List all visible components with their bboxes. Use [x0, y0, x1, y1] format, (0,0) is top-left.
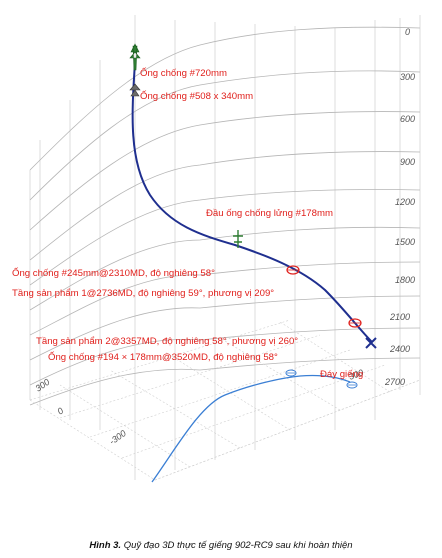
- label-casing-720: Ống chống #720mm: [140, 67, 227, 79]
- label-casing-245: Ống chống #245mm@2310MD, độ nghiêng 58°: [12, 267, 215, 279]
- depth-tick: 2400: [389, 344, 410, 354]
- depth-tick: 2100: [389, 312, 410, 322]
- caption-label: Hình 3.: [89, 540, 122, 551]
- label-liner-hanger: Đầu ống chống lửng #178mm: [206, 208, 333, 219]
- label-casing-508: Ống chống #508 x 340mm: [140, 90, 253, 102]
- label-well-bottom: Đáy giếng: [320, 369, 363, 380]
- trajectory-floor-projection: [151, 374, 351, 483]
- casing-508-icon: [129, 83, 141, 97]
- pay-zone-markers: [286, 265, 362, 328]
- back-panel-grid: [29, 15, 421, 480]
- depth-tick: 1500: [395, 237, 415, 247]
- depth-tick: 0: [405, 27, 410, 37]
- front-tick: 0: [55, 406, 65, 417]
- casing-720-icon: [129, 43, 141, 71]
- front-tick: -300: [107, 428, 127, 447]
- depth-tick: 1800: [395, 275, 415, 285]
- well-bottom-icon: [365, 337, 377, 349]
- floor-axis-ticks: 300 0 -300 300: [33, 367, 364, 446]
- well-trajectory-3d-figure: 0 300 600 900 1200 1500 1800 2100 2400 2…: [12, 15, 421, 483]
- depth-tick: 600: [400, 114, 415, 124]
- depth-tick: 1200: [395, 197, 415, 207]
- depth-tick: 900: [400, 157, 415, 167]
- projection-marker: [285, 369, 297, 377]
- depth-contours: [29, 26, 421, 406]
- label-pay-zone-2: Tầng sản phẩm 2@3357MD, độ nghiêng 58°, …: [36, 336, 298, 347]
- depth-tick: 2700: [384, 377, 405, 387]
- label-pay-zone-1: Tầng sản phẩm 1@2736MD, độ nghiêng 59°, …: [12, 288, 274, 299]
- projection-markers: [285, 369, 358, 389]
- well-trajectory-line: [131, 61, 373, 343]
- floor-grid: [29, 319, 421, 481]
- caption-text: Quỹ đạo 3D thực tế giếng 902-RC9 sau khi…: [121, 540, 353, 551]
- depth-axis: 0 300 600 900 1200 1500 1800 2100 2400 2…: [384, 27, 415, 387]
- figure-caption: Hình 3. Quỹ đạo 3D thực tế giếng 902-RC9…: [0, 540, 442, 556]
- liner-hanger-icon: [233, 230, 243, 248]
- projection-marker: [346, 381, 358, 389]
- label-casing-194: Ống chống #194 × 178mm@3520MD, độ nghiên…: [48, 351, 278, 363]
- annotations: Ống chống #720mm Ống chống #508 x 340mm …: [12, 67, 363, 380]
- front-tick: 300: [33, 377, 51, 394]
- depth-tick: 300: [400, 72, 415, 82]
- right-tick: 300: [347, 367, 365, 382]
